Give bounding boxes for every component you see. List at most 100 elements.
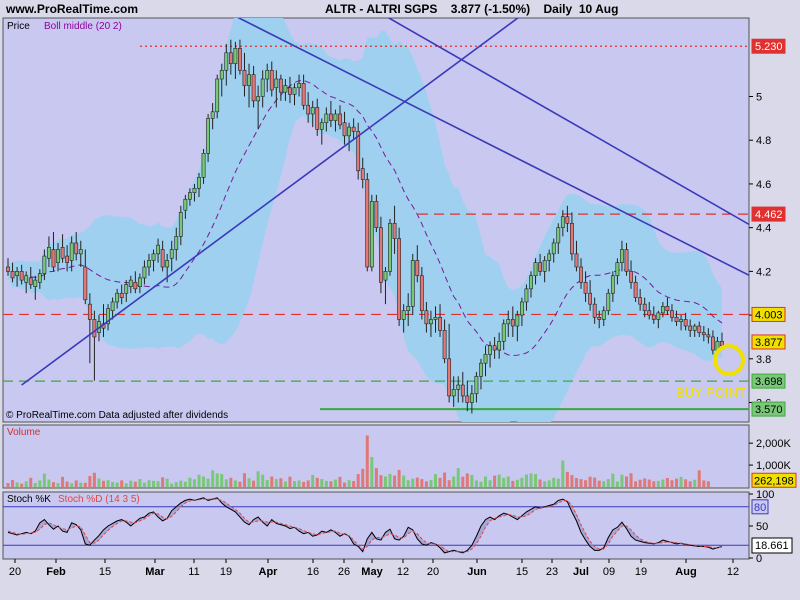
candle [115, 288, 120, 309]
candle [24, 271, 29, 294]
volume-bar [552, 477, 556, 487]
candle [124, 280, 129, 302]
volume-bar [561, 460, 565, 487]
volume-bar [661, 479, 665, 487]
volume-bar [406, 480, 410, 487]
candle [579, 258, 583, 289]
stoch-d-line [7, 498, 723, 553]
candle [251, 65, 256, 108]
volume-bar [493, 475, 497, 487]
candle [183, 194, 188, 219]
volume-bar [192, 479, 196, 487]
candle [333, 109, 338, 132]
candle [415, 245, 420, 283]
volume-bar [520, 477, 524, 487]
candle [629, 260, 633, 289]
candle [242, 52, 247, 97]
price-label: Price [7, 21, 30, 32]
volume-bar [97, 478, 101, 487]
volume-bar [261, 474, 265, 487]
candle [110, 297, 115, 320]
candle [83, 249, 88, 305]
volume-bar [188, 477, 192, 487]
x-tick-label: 23 [546, 566, 558, 578]
volume-bar [379, 475, 383, 487]
x-tick-label: Mar [145, 566, 165, 578]
price-tick-label: 4.8 [756, 135, 771, 147]
volume-bar [574, 478, 578, 487]
site-title[interactable]: www.ProRealTime.com [5, 2, 138, 16]
copyright-footer: © ProRealTime.com Data adjusted after di… [6, 410, 228, 421]
candle [460, 371, 465, 403]
volume-bar [33, 483, 37, 487]
price-tick-label: 4.2 [756, 266, 771, 278]
candle [347, 122, 351, 152]
volume-bar [688, 481, 692, 487]
trendline-1 [237, 18, 749, 277]
candle [706, 328, 711, 344]
candle [319, 118, 324, 145]
volume-bar [624, 476, 628, 487]
candle [174, 227, 179, 261]
volume-bar [311, 474, 315, 487]
volume-bar [352, 481, 356, 487]
candle [247, 63, 251, 108]
x-tick-label: 11 [188, 566, 199, 578]
volume-bar [106, 480, 110, 487]
candle [328, 100, 333, 128]
candle [297, 74, 301, 97]
price-tick-label: 3.8 [756, 354, 771, 366]
volume-tick-label: 1,000K [756, 460, 792, 472]
price-tick-label: 5 [756, 92, 762, 104]
x-tick-label: May [361, 566, 383, 578]
volume-bar [615, 481, 619, 487]
volume-bar [515, 479, 519, 487]
volume-bar [638, 479, 642, 487]
volume-bar [706, 481, 710, 487]
candle [556, 223, 561, 254]
volume-bar [365, 435, 369, 487]
stoch-k-line [7, 497, 723, 554]
candle [401, 304, 406, 333]
volume-bar [233, 480, 237, 487]
volume-bar [256, 471, 260, 487]
volume-bar [543, 481, 547, 487]
volume-bar [302, 481, 306, 487]
candle [265, 63, 270, 93]
candle [506, 310, 511, 337]
candle [701, 326, 706, 342]
volume-bar [115, 482, 119, 487]
volume-bar [51, 482, 55, 487]
volume-bar [270, 476, 274, 487]
price-tag-label: 3.570 [755, 404, 783, 416]
candle [438, 304, 442, 337]
candle [169, 240, 174, 272]
volume-bar [524, 474, 528, 487]
volume-bar [420, 479, 424, 487]
volume-bar [429, 479, 433, 487]
candle [356, 122, 361, 180]
volume-bar [24, 481, 28, 487]
candle [620, 240, 624, 272]
candle [606, 288, 611, 316]
boll-middle-line [30, 79, 723, 357]
stoch-fill [8, 497, 722, 553]
candle [142, 260, 147, 285]
stoch-d-label: Stoch %D (14 3 5) [58, 494, 140, 505]
candle [342, 111, 347, 145]
candle [192, 183, 197, 202]
candle [601, 306, 606, 327]
price-tick-label: 4.6 [756, 179, 771, 191]
candle [433, 306, 438, 333]
volume-bar [402, 475, 406, 487]
candle [624, 242, 629, 276]
candle [160, 240, 165, 272]
volume-bar [452, 476, 456, 487]
volume-bar [79, 482, 83, 487]
volume-bar [229, 477, 233, 487]
volume-bar [297, 480, 301, 487]
candle [688, 319, 693, 337]
candle [429, 310, 433, 337]
volume-bar [383, 476, 387, 487]
candle [424, 301, 429, 333]
